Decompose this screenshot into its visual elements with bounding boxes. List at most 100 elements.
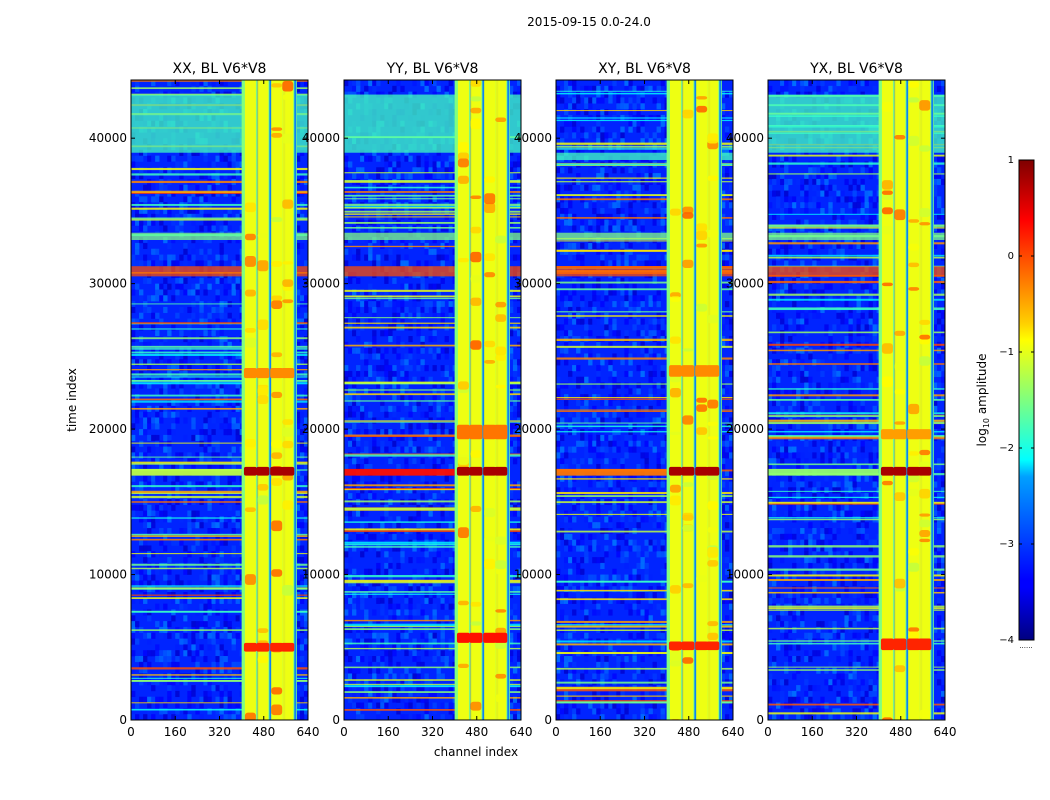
noise-cell <box>227 621 232 628</box>
noise-cell <box>143 475 148 482</box>
noise-cell <box>231 289 236 296</box>
noise-cell <box>412 353 417 360</box>
band-blob <box>244 327 256 333</box>
noise-cell <box>303 318 308 325</box>
noise-cell <box>388 434 393 442</box>
noise-cell <box>167 685 172 692</box>
noise-cell <box>215 545 220 552</box>
noise-cell <box>440 196 445 203</box>
noise-cell <box>352 673 357 680</box>
noise-cell <box>372 644 377 651</box>
noise-cell <box>436 562 441 570</box>
noise-cell <box>364 306 369 314</box>
noise-cell <box>235 254 240 261</box>
noise-cell <box>380 301 385 308</box>
noise-cell <box>428 580 433 587</box>
noise-cell <box>203 656 208 663</box>
noise-cell <box>376 254 381 261</box>
noise-cell <box>211 219 216 226</box>
noise-cell <box>400 609 405 616</box>
noise-cell <box>187 341 192 348</box>
noise-cell <box>215 452 220 459</box>
noise-cell <box>436 574 441 581</box>
noise-cell <box>400 603 405 610</box>
noise-cell <box>143 359 148 366</box>
noise-cell <box>396 603 401 610</box>
noise-cell <box>396 190 401 197</box>
noise-cell <box>564 85 569 92</box>
x-tick-label: 0 <box>340 725 348 739</box>
noise-cell <box>432 434 437 442</box>
noise-cell <box>139 359 144 366</box>
rfi-line <box>344 666 521 669</box>
noise-cell <box>360 638 365 645</box>
noise-cell <box>404 394 409 401</box>
noise-cell <box>167 673 172 680</box>
noise-cell <box>352 510 357 517</box>
noise-cell <box>432 306 437 314</box>
noise-cell <box>147 673 152 680</box>
noise-cell <box>187 522 192 529</box>
noise-cell <box>203 458 208 465</box>
noise-cell <box>175 400 180 407</box>
noise-cell <box>139 452 144 459</box>
noise-cell <box>388 370 393 378</box>
noise-cell <box>187 324 192 331</box>
noise-cell <box>368 411 373 418</box>
noise-cell <box>195 242 200 250</box>
noise-cell <box>143 650 148 657</box>
noise-cell <box>151 248 156 255</box>
noise-cell <box>392 522 397 529</box>
noise-cell <box>364 702 369 709</box>
band-blob <box>495 384 507 389</box>
heatmap-image <box>556 80 733 720</box>
noise-cell <box>508 656 514 663</box>
noise-cell <box>183 213 188 220</box>
noise-cell <box>560 126 565 133</box>
noise-cell <box>215 574 220 581</box>
noise-cell <box>223 562 228 570</box>
noise-cell <box>131 260 136 267</box>
noise-cell <box>299 446 305 453</box>
noise-cell <box>348 347 353 354</box>
noise-cell <box>396 440 401 447</box>
noise-cell <box>207 446 212 453</box>
rfi-line <box>344 546 521 548</box>
bright-channel <box>282 80 294 720</box>
noise-cell <box>396 80 401 87</box>
noise-cell <box>384 155 389 162</box>
band-blob <box>457 527 469 538</box>
noise-cell <box>179 161 184 168</box>
noise-cell <box>299 644 305 651</box>
noise-cell <box>348 301 353 308</box>
noise-cell <box>167 452 172 459</box>
noise-cell <box>135 341 140 348</box>
noise-cell <box>516 405 521 412</box>
noise-cell <box>199 277 204 284</box>
noise-cell <box>440 429 445 436</box>
noise-cell <box>348 434 353 442</box>
rfi-line <box>344 400 521 402</box>
noise-cell <box>179 330 184 337</box>
noise-cell <box>155 359 160 366</box>
noise-cell <box>420 580 425 587</box>
noise-cell <box>428 400 433 407</box>
noise-cell <box>348 696 353 703</box>
noise-cell <box>235 283 240 290</box>
noise-cell <box>448 405 453 412</box>
noise-cell <box>299 504 305 511</box>
noise-cell <box>388 365 393 372</box>
noise-cell <box>440 510 445 517</box>
noise-cell <box>408 673 413 680</box>
noise-cell <box>572 132 577 139</box>
band-blob <box>495 560 507 570</box>
noise-cell <box>135 213 140 220</box>
noise-cell <box>159 184 164 191</box>
noise-cell <box>400 673 405 680</box>
noise-cell <box>344 493 349 500</box>
noise-cell <box>171 487 176 494</box>
noise-cell <box>436 650 441 657</box>
noise-cell <box>163 702 168 709</box>
rfi-line <box>131 708 308 711</box>
noise-cell <box>199 213 204 220</box>
